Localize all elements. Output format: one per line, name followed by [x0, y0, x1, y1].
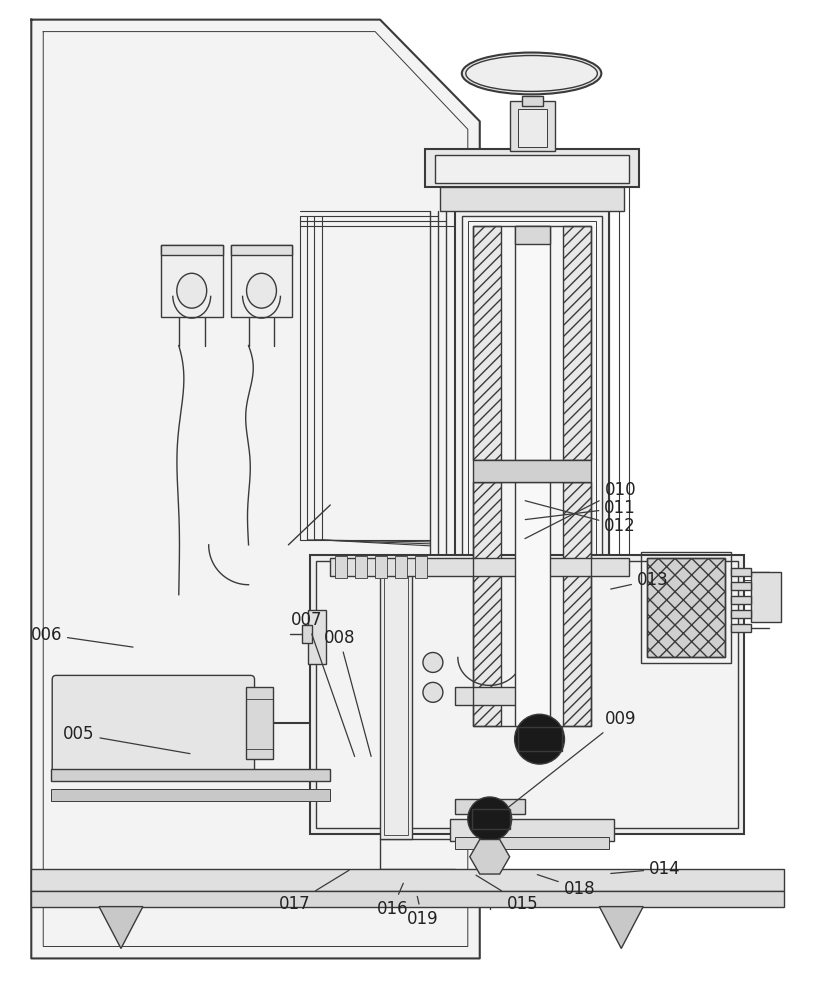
Bar	[395, 556, 407, 578]
Bar	[515, 482, 550, 726]
FancyBboxPatch shape	[52, 675, 255, 773]
Bar	[375, 556, 387, 578]
Bar	[564, 226, 592, 460]
Bar	[473, 460, 592, 482]
Bar	[440, 187, 624, 211]
Bar	[518, 727, 562, 751]
Bar	[471, 809, 510, 829]
Bar	[518, 109, 547, 147]
Bar	[515, 226, 550, 244]
Circle shape	[515, 714, 565, 764]
Text: 005: 005	[63, 725, 190, 754]
Bar	[462, 216, 602, 814]
Bar	[161, 245, 223, 317]
Bar	[316, 561, 738, 828]
Ellipse shape	[466, 56, 597, 91]
Text: 014: 014	[611, 860, 681, 878]
Bar	[308, 610, 326, 664]
Bar	[230, 245, 292, 255]
Bar	[31, 869, 784, 891]
Text: 015: 015	[476, 875, 538, 913]
Circle shape	[468, 797, 511, 841]
Bar	[731, 610, 751, 618]
Bar	[564, 482, 592, 726]
Bar	[515, 226, 550, 460]
Bar	[310, 555, 743, 834]
Bar	[246, 699, 274, 749]
Bar	[380, 570, 412, 839]
Bar	[647, 558, 725, 657]
Bar	[335, 556, 347, 578]
Bar	[384, 574, 408, 835]
Bar	[230, 245, 292, 317]
Polygon shape	[31, 20, 480, 958]
Bar	[31, 891, 784, 907]
Bar	[455, 799, 525, 814]
Text: 013: 013	[610, 571, 668, 589]
Circle shape	[423, 682, 443, 702]
Circle shape	[423, 652, 443, 672]
Bar	[751, 572, 781, 622]
Ellipse shape	[462, 53, 601, 94]
Bar	[355, 556, 367, 578]
Text: 007: 007	[291, 611, 355, 756]
Bar	[161, 245, 223, 255]
Bar	[510, 101, 555, 151]
Bar	[731, 596, 751, 604]
Bar	[731, 624, 751, 632]
Polygon shape	[99, 907, 143, 948]
Bar	[521, 96, 542, 106]
Bar	[455, 837, 609, 849]
Bar	[330, 558, 629, 576]
Bar	[473, 226, 592, 460]
Polygon shape	[470, 840, 510, 874]
Bar	[455, 687, 525, 705]
Bar	[641, 552, 731, 663]
Bar	[51, 789, 330, 801]
Text: 008: 008	[324, 629, 371, 756]
Bar	[415, 556, 427, 578]
Ellipse shape	[176, 273, 207, 308]
Ellipse shape	[247, 273, 276, 308]
Bar	[647, 558, 725, 657]
Text: 011: 011	[525, 499, 636, 520]
Text: 019: 019	[407, 896, 438, 928]
Bar	[425, 149, 639, 187]
Text: 010: 010	[525, 481, 636, 539]
Bar	[435, 155, 629, 183]
Bar	[246, 687, 274, 759]
Text: 006: 006	[30, 626, 133, 647]
Text: 009: 009	[508, 710, 636, 807]
Text: 017: 017	[279, 870, 349, 913]
Bar	[51, 769, 330, 781]
Bar	[731, 582, 751, 590]
Polygon shape	[600, 907, 643, 948]
Text: 016: 016	[377, 883, 408, 918]
Bar	[473, 482, 501, 726]
Bar	[473, 482, 592, 726]
Text: 018: 018	[538, 875, 596, 898]
Bar	[302, 625, 312, 643]
Bar	[731, 568, 751, 576]
Bar	[468, 221, 596, 809]
Bar	[455, 211, 609, 819]
Bar	[473, 226, 501, 460]
Text: 012: 012	[525, 501, 636, 535]
Bar	[450, 819, 614, 841]
